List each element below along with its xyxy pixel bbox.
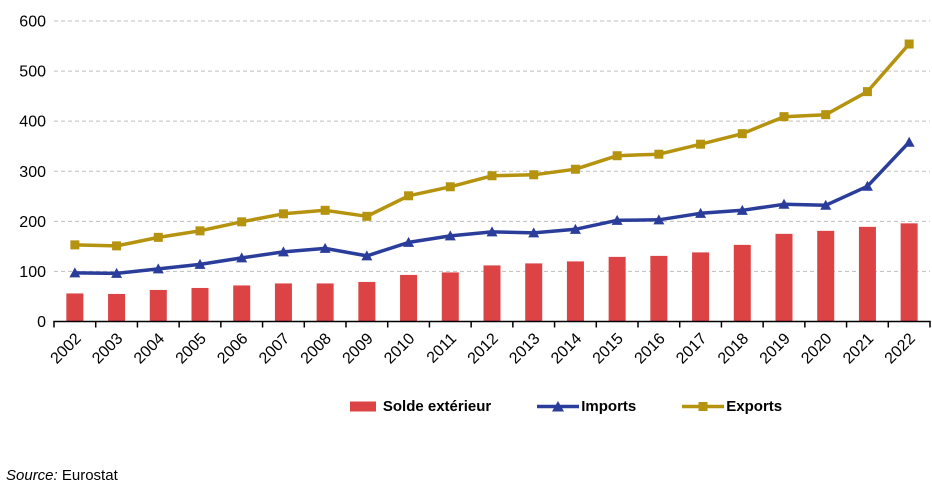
exports-swatch-icon — [682, 402, 725, 411]
svg-text:2015: 2015 — [590, 330, 627, 367]
svg-text:2007: 2007 — [256, 330, 293, 367]
svg-text:2011: 2011 — [424, 330, 460, 366]
legend-label-solde: Solde extérieur — [382, 398, 492, 415]
svg-text:2002: 2002 — [48, 330, 85, 367]
svg-text:600: 600 — [19, 14, 46, 31]
svg-text:100: 100 — [19, 264, 46, 281]
svg-text:2018: 2018 — [715, 330, 752, 367]
legend-label-exports: Exports — [726, 398, 783, 415]
svg-text:2016: 2016 — [632, 330, 669, 367]
svg-text:0: 0 — [37, 314, 46, 331]
svg-text:2012: 2012 — [465, 330, 502, 367]
svg-text:400: 400 — [19, 114, 46, 131]
source-note: Source: Eurostat — [6, 467, 118, 484]
chart-legend: Solde extérieur Imports Exports — [100, 398, 932, 415]
svg-text:500: 500 — [19, 64, 46, 81]
svg-text:2017: 2017 — [673, 330, 710, 367]
solde-swatch-icon — [349, 401, 376, 412]
svg-text:2006: 2006 — [214, 330, 251, 367]
source-value: Eurostat — [61, 467, 118, 484]
svg-text:2010: 2010 — [381, 330, 418, 367]
svg-text:2019: 2019 — [757, 330, 794, 367]
svg-text:2009: 2009 — [340, 330, 377, 367]
svg-text:2014: 2014 — [548, 330, 585, 367]
svg-text:2008: 2008 — [298, 330, 335, 367]
legend-item-imports: Imports — [537, 398, 636, 415]
legend-item-exports: Exports — [682, 398, 782, 415]
svg-text:2021: 2021 — [840, 330, 877, 367]
svg-text:2005: 2005 — [173, 330, 210, 367]
svg-text:2022: 2022 — [882, 330, 919, 367]
imports-swatch-icon — [537, 401, 580, 412]
svg-text:200: 200 — [19, 214, 46, 231]
svg-text:300: 300 — [19, 164, 46, 181]
svg-text:2013: 2013 — [506, 330, 543, 367]
svg-text:2004: 2004 — [131, 330, 168, 367]
legend-label-imports: Imports — [581, 398, 637, 415]
source-label: Source: — [6, 467, 58, 484]
legend-item-solde: Solde extérieur — [349, 398, 492, 415]
svg-text:2020: 2020 — [798, 330, 835, 367]
svg-text:2003: 2003 — [89, 330, 126, 367]
